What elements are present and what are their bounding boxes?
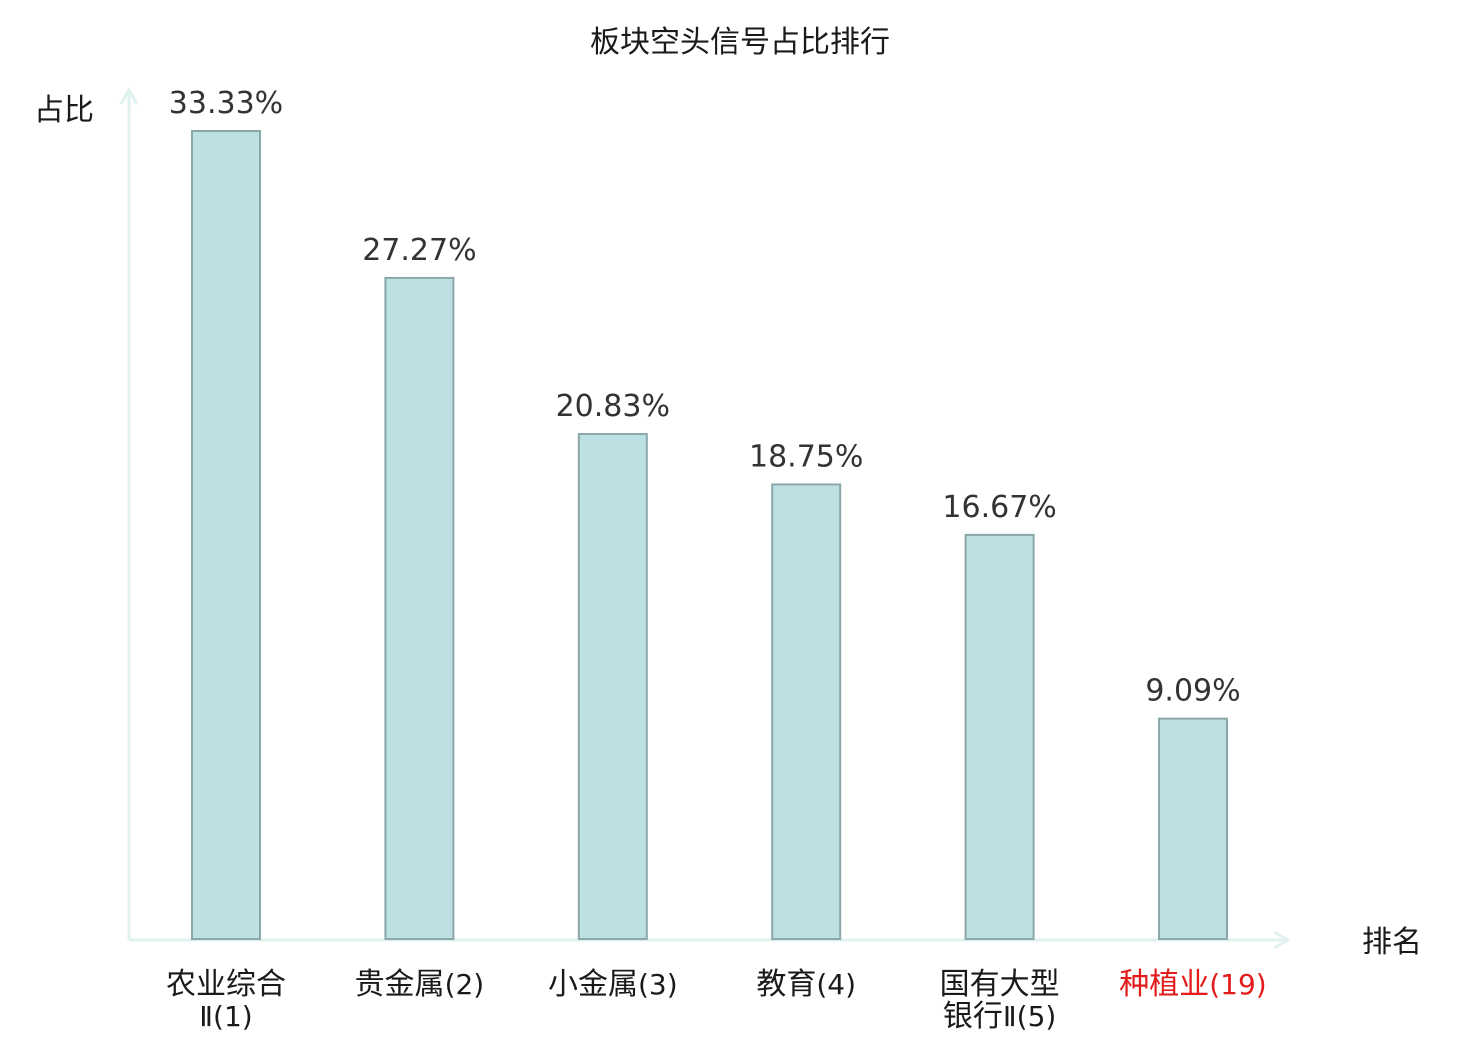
- category-label: 种植业(19): [1119, 967, 1266, 1002]
- bars: [191, 130, 1228, 940]
- bar-value-label: 33.33%: [169, 86, 283, 121]
- bar: [384, 276, 455, 940]
- bar: [191, 130, 261, 940]
- bar-value-label: 18.75%: [749, 439, 863, 474]
- y-axis-arrow-icon: [119, 86, 139, 105]
- category-label: 农业综合: [166, 967, 286, 1002]
- bar: [577, 433, 648, 940]
- bar: [771, 483, 842, 940]
- bar-value-label: 9.09%: [1145, 674, 1240, 709]
- category-label: 国有大型: [940, 967, 1060, 1002]
- value-labels: 33.33% 27.27% 20.83% 18.75% 16.67% 9.09%: [169, 86, 1241, 709]
- bar-value-label: 20.83%: [556, 389, 670, 424]
- y-axis-title: 占比: [34, 93, 94, 128]
- chart-title: 板块空头信号占比排行: [590, 25, 890, 60]
- axes: [119, 86, 1292, 950]
- category-label: 教育(4): [756, 967, 856, 1002]
- category-label: 贵金属(2): [355, 967, 485, 1002]
- bar-value-label: 27.27%: [362, 233, 476, 268]
- bar: [964, 533, 1035, 940]
- category-label: 小金属(3): [548, 967, 678, 1002]
- bar: [1158, 717, 1228, 940]
- x-axis-arrow-icon: [1273, 930, 1292, 950]
- category-label: 银行Ⅱ(5): [943, 999, 1056, 1034]
- category-label: Ⅱ(1): [199, 1000, 252, 1033]
- bar-value-label: 16.67%: [942, 490, 1056, 525]
- x-axis-title: 排名: [1362, 925, 1422, 960]
